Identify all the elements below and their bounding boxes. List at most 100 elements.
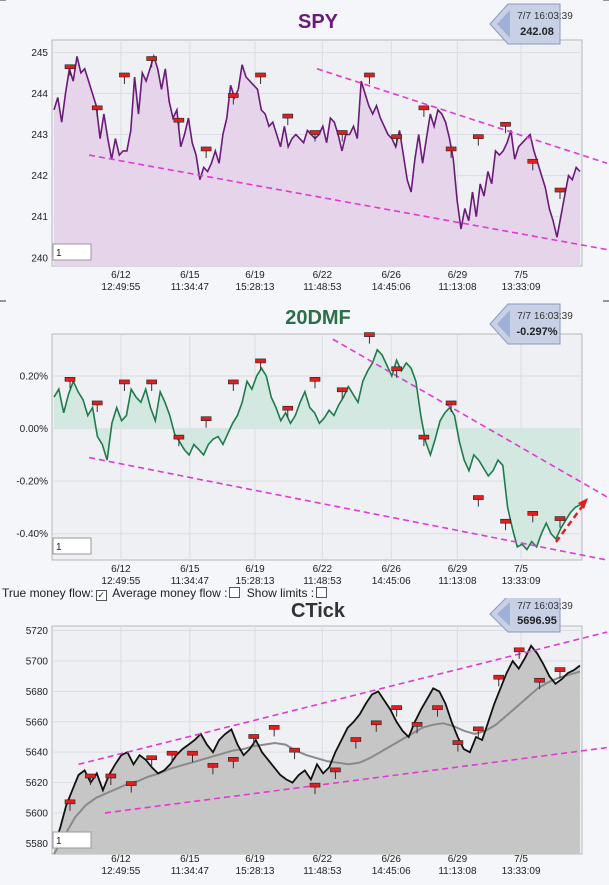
spy-pin-marker[interactable] (500, 121, 511, 134)
spy-pin-marker[interactable] (418, 105, 430, 117)
spy-pin-marker[interactable] (64, 64, 76, 76)
spy-pin-marker[interactable] (146, 56, 157, 68)
dmf-pin-marker[interactable] (336, 387, 348, 399)
spy-y-tick-label: 244 (31, 89, 48, 100)
ctick-pin-marker[interactable] (452, 740, 464, 752)
ctick-pin-marker[interactable] (411, 722, 423, 734)
spy-x-tick-time: 11:34:47 (171, 282, 210, 293)
ctick-pin-marker[interactable] (554, 667, 566, 679)
dmf-pin-marker[interactable] (255, 358, 266, 370)
dmf-pin-marker[interactable] (119, 379, 130, 391)
spy-pin-marker[interactable] (336, 130, 348, 142)
ctick-pin-marker[interactable] (166, 750, 178, 763)
ctick-pin-marker[interactable] (268, 725, 280, 737)
spy-pin-marker[interactable] (91, 105, 103, 117)
ctick-y-tick-label: 5720 (26, 626, 49, 637)
dmf-input-box[interactable] (52, 537, 92, 555)
ctick-pin-marker[interactable] (289, 747, 300, 760)
ctick-y-tick-label: 5680 (26, 687, 49, 698)
dmf-pin-marker[interactable] (309, 377, 321, 389)
ctick-pin-marker[interactable] (330, 767, 341, 779)
spy-pin-marker[interactable] (255, 72, 266, 84)
dmf-pin-marker[interactable] (445, 400, 457, 412)
spy-x-tick-time: 13:33:09 (502, 282, 541, 293)
spy-quote-tag[interactable]: 7/7 16:03:39 242.08 (489, 3, 573, 45)
spy-pin-marker[interactable] (473, 134, 484, 146)
ctick-pin-marker[interactable] (85, 773, 96, 785)
dmf-pin-marker[interactable] (364, 332, 375, 344)
ctick-pin-marker[interactable] (309, 782, 321, 795)
dmf-quote-tag[interactable]: 7/7 16:03:39 -0.297% (489, 303, 573, 345)
dmf-area-fill (54, 349, 580, 550)
dmf-pin-marker[interactable] (91, 400, 103, 412)
spy-pin-marker[interactable] (173, 117, 185, 130)
show-limits-checkbox[interactable] (316, 587, 328, 598)
spy-pin-marker[interactable] (527, 158, 539, 171)
ctick-pin-marker[interactable] (493, 674, 505, 687)
dmf-x-tick-time: 12:49:55 (101, 576, 140, 584)
dmf-pin-marker[interactable] (418, 434, 430, 447)
ctick-pin-marker[interactable] (432, 705, 443, 717)
dmf-pin-marker[interactable] (64, 377, 76, 389)
dmf-pin-marker[interactable] (527, 511, 539, 523)
spy-pin-marker[interactable] (445, 146, 457, 158)
spy-pin-marker[interactable] (391, 134, 402, 146)
dmf-pin-marker[interactable] (473, 495, 484, 507)
spy-y-tick-label: 241 (31, 212, 48, 223)
ctick-pin-marker[interactable] (350, 737, 362, 749)
spy-pin-marker[interactable] (309, 130, 321, 142)
ctick-pin-marker[interactable] (125, 781, 137, 793)
dmf-pin-marker[interactable] (500, 518, 511, 531)
dmf-arrow-head (578, 498, 588, 509)
dmf-y-tick-label: 0.00% (20, 424, 48, 435)
dmf-breakout-arrow (554, 503, 586, 543)
spy-pin-marker[interactable] (119, 72, 130, 84)
dmf-pin-marker[interactable] (282, 405, 294, 418)
ctick-pin-marker[interactable] (228, 756, 239, 769)
ctick-pin-marker[interactable] (473, 726, 484, 738)
spy-pin-marker[interactable] (282, 113, 294, 126)
spy-x-tick-time: 12:49:55 (101, 282, 140, 293)
ctick-pin-marker[interactable] (370, 720, 382, 732)
spy-pin-marker[interactable] (554, 187, 566, 200)
ctick-input-box[interactable] (52, 831, 92, 849)
ctick-pin-marker[interactable] (146, 755, 157, 767)
dmf-pin-marker[interactable] (391, 366, 402, 378)
ctick-pin-marker[interactable] (513, 647, 525, 659)
true-money-flow-checkbox[interactable]: ✓ (95, 590, 107, 601)
ctick-quote-tag[interactable]: 7/7 16:03:39 5696.95 (489, 598, 573, 633)
dmf-pin-marker[interactable] (200, 416, 212, 428)
ctick-pin-marker[interactable] (534, 677, 545, 690)
dmf-quote-value: -0.297% (517, 326, 558, 338)
dmf-pin-marker[interactable] (146, 379, 157, 391)
spy-pin-marker[interactable] (228, 93, 239, 105)
ctick-y-tick-label: 5640 (26, 748, 49, 759)
spy-price-line (53, 53, 581, 238)
ctick-y-tick-label: 5600 (26, 808, 49, 819)
dmf-chart-svg: 20DMF 0.20% 0.00% -0.20% -0.40% 6/1212:49:5… (0, 300, 609, 584)
ctick-y-tick-label: 5660 (26, 717, 49, 728)
ctick-pin-marker[interactable] (391, 705, 402, 717)
ctick-panel: CTick 5720 5700 5680 5660 5640 5620 5600 5580 6… (0, 598, 609, 885)
spy-input-box[interactable] (52, 243, 92, 261)
ctick-pin-marker[interactable] (64, 799, 76, 811)
average-money-flow-checkbox[interactable] (229, 587, 241, 598)
spy-price-area (54, 56, 580, 267)
ctick-pin-marker[interactable] (248, 734, 260, 746)
spy-x-tick-time: 15:28:13 (236, 282, 275, 293)
ctick-x-tick-time: 11:48:53 (303, 866, 342, 877)
spy-x-tick-time: 14:45:06 (372, 282, 411, 293)
spy-pin-marker[interactable] (200, 146, 212, 158)
ctick-pin-marker[interactable] (187, 750, 198, 763)
ctick-x-tick-date: 6/26 (381, 854, 401, 865)
spy-pin-marker[interactable] (364, 72, 375, 84)
dmf-pin-marker[interactable] (554, 516, 566, 528)
ctick-pin-marker[interactable] (105, 773, 117, 785)
spy-y-tick-label: 240 (31, 253, 48, 264)
dmf-x-tick-time: 11:13:08 (438, 576, 477, 584)
dmf-pin-marker[interactable] (228, 379, 239, 391)
ctick-quote-time: 7/7 16:03:39 (517, 601, 573, 612)
dmf-pin-marker[interactable] (173, 434, 185, 447)
ctick-pin-marker[interactable] (207, 763, 219, 775)
dmf-x-tick-date: 6/29 (448, 564, 468, 575)
